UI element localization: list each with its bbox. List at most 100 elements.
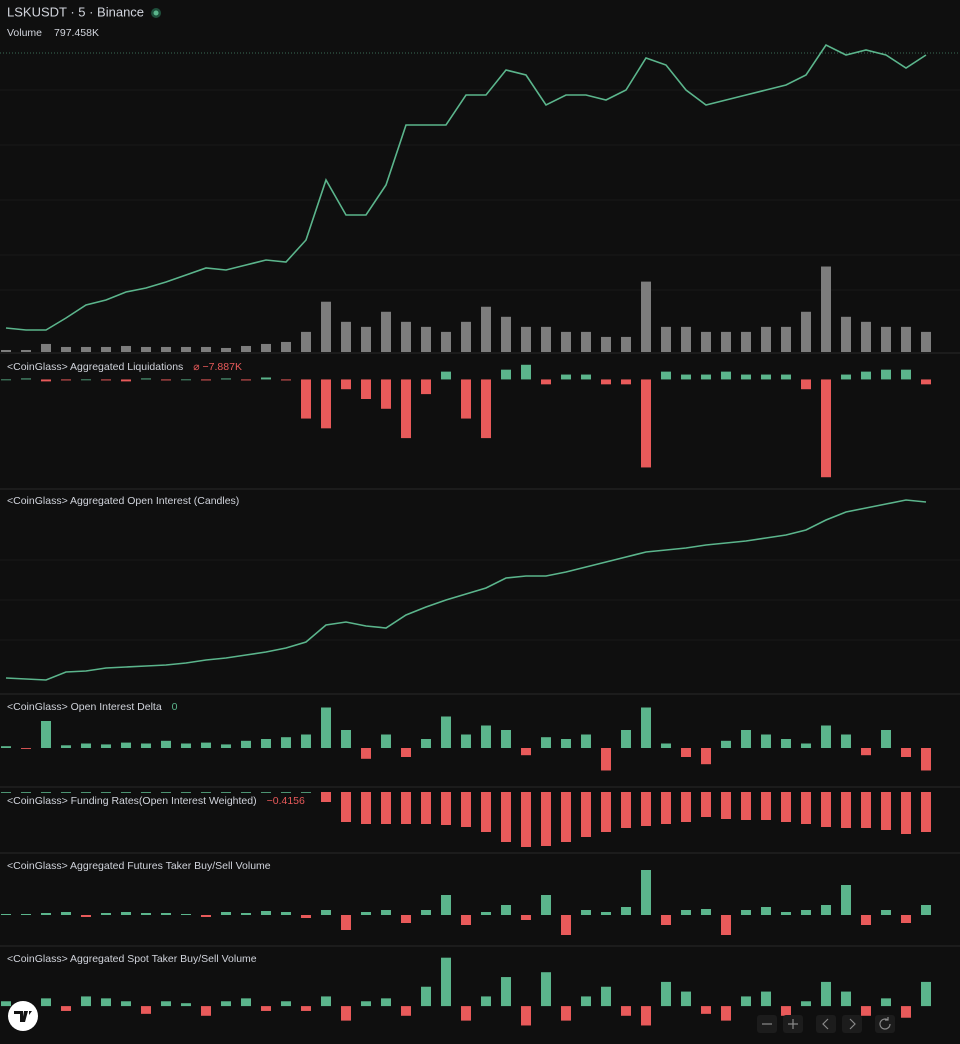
bar: [761, 734, 771, 748]
bar: [421, 326, 431, 352]
bar: [601, 336, 611, 352]
bar: [441, 716, 451, 748]
bar: [801, 311, 811, 352]
bar: [101, 379, 111, 381]
bar: [841, 316, 851, 352]
bar: [161, 1001, 171, 1007]
bar: [21, 378, 31, 380]
bar: [501, 730, 511, 748]
legend-value: 797.458K: [54, 27, 99, 39]
bar: [401, 915, 411, 923]
bar: [921, 748, 931, 771]
bar: [641, 1006, 651, 1026]
bar: [121, 379, 131, 382]
bar: [381, 998, 391, 1007]
bar: [661, 743, 671, 748]
bar: [341, 379, 351, 390]
bar: [701, 1006, 711, 1014]
bar: [321, 910, 331, 915]
bar: [761, 792, 771, 820]
legend-value: −0.4156: [267, 795, 305, 807]
bar: [381, 910, 391, 915]
bar: [61, 1006, 71, 1011]
bar: [461, 792, 471, 827]
bar: [481, 379, 491, 439]
bar: [141, 1006, 151, 1014]
bar: [161, 740, 171, 748]
bar: [321, 996, 331, 1007]
bar: [681, 748, 691, 757]
bar: [121, 1001, 131, 1007]
bar: [341, 792, 351, 822]
bar: [221, 378, 231, 380]
bar: [621, 1006, 631, 1016]
bar: [361, 748, 371, 759]
bar: [41, 792, 51, 793]
bar: [501, 316, 511, 352]
bar: [161, 792, 171, 793]
bar: [61, 346, 71, 352]
bar: [881, 730, 891, 748]
bar: [401, 792, 411, 824]
bar: [1, 792, 11, 793]
bar: [501, 369, 511, 380]
bar: [321, 792, 331, 802]
bar: [681, 792, 691, 822]
bar: [61, 745, 71, 748]
bar: [101, 346, 111, 352]
bar: [781, 792, 791, 822]
bar: [701, 792, 711, 817]
bar: [661, 915, 671, 925]
bar: [321, 379, 331, 429]
nav-buttons[interactable]: [757, 1015, 895, 1033]
bar: [261, 1006, 271, 1011]
bar: [461, 321, 471, 352]
bar: [321, 301, 331, 352]
bar: [101, 913, 111, 915]
bar: [721, 740, 731, 748]
bar: [301, 792, 311, 793]
bar: [661, 792, 671, 824]
bar: [21, 914, 31, 915]
bar: [741, 730, 751, 748]
bar: [901, 1006, 911, 1018]
bar: [501, 792, 511, 842]
bar: [541, 326, 551, 352]
bar: [641, 870, 651, 915]
bar: [721, 915, 731, 935]
bar: [881, 792, 891, 830]
bar: [761, 374, 771, 380]
bar: [281, 737, 291, 748]
bar: [481, 306, 491, 352]
bar: [601, 986, 611, 1007]
bar: [101, 744, 111, 748]
bar: [761, 991, 771, 1007]
bar: [521, 792, 531, 847]
bar: [561, 374, 571, 380]
bar: [401, 1006, 411, 1016]
bar: [881, 326, 891, 352]
bar: [681, 991, 691, 1007]
bar: [361, 326, 371, 352]
bar: [41, 721, 51, 748]
pane-title: <CoinGlass> Aggregated Spot Taker Buy/Se…: [7, 953, 257, 965]
bar: [241, 740, 251, 748]
bar: [261, 739, 271, 748]
bar: [241, 792, 251, 793]
bar: [281, 912, 291, 915]
bar: [601, 912, 611, 915]
bar: [481, 792, 491, 832]
bar: [441, 895, 451, 915]
legend-value: 0: [172, 701, 178, 713]
bar: [601, 792, 611, 832]
bar: [341, 321, 351, 352]
bar: [381, 792, 391, 824]
bar: [41, 998, 51, 1007]
bar: [381, 379, 391, 409]
bar: [701, 331, 711, 352]
bar: [421, 792, 431, 824]
bar: [901, 326, 911, 352]
bar: [521, 326, 531, 352]
bar: [781, 326, 791, 352]
bar: [241, 913, 251, 915]
